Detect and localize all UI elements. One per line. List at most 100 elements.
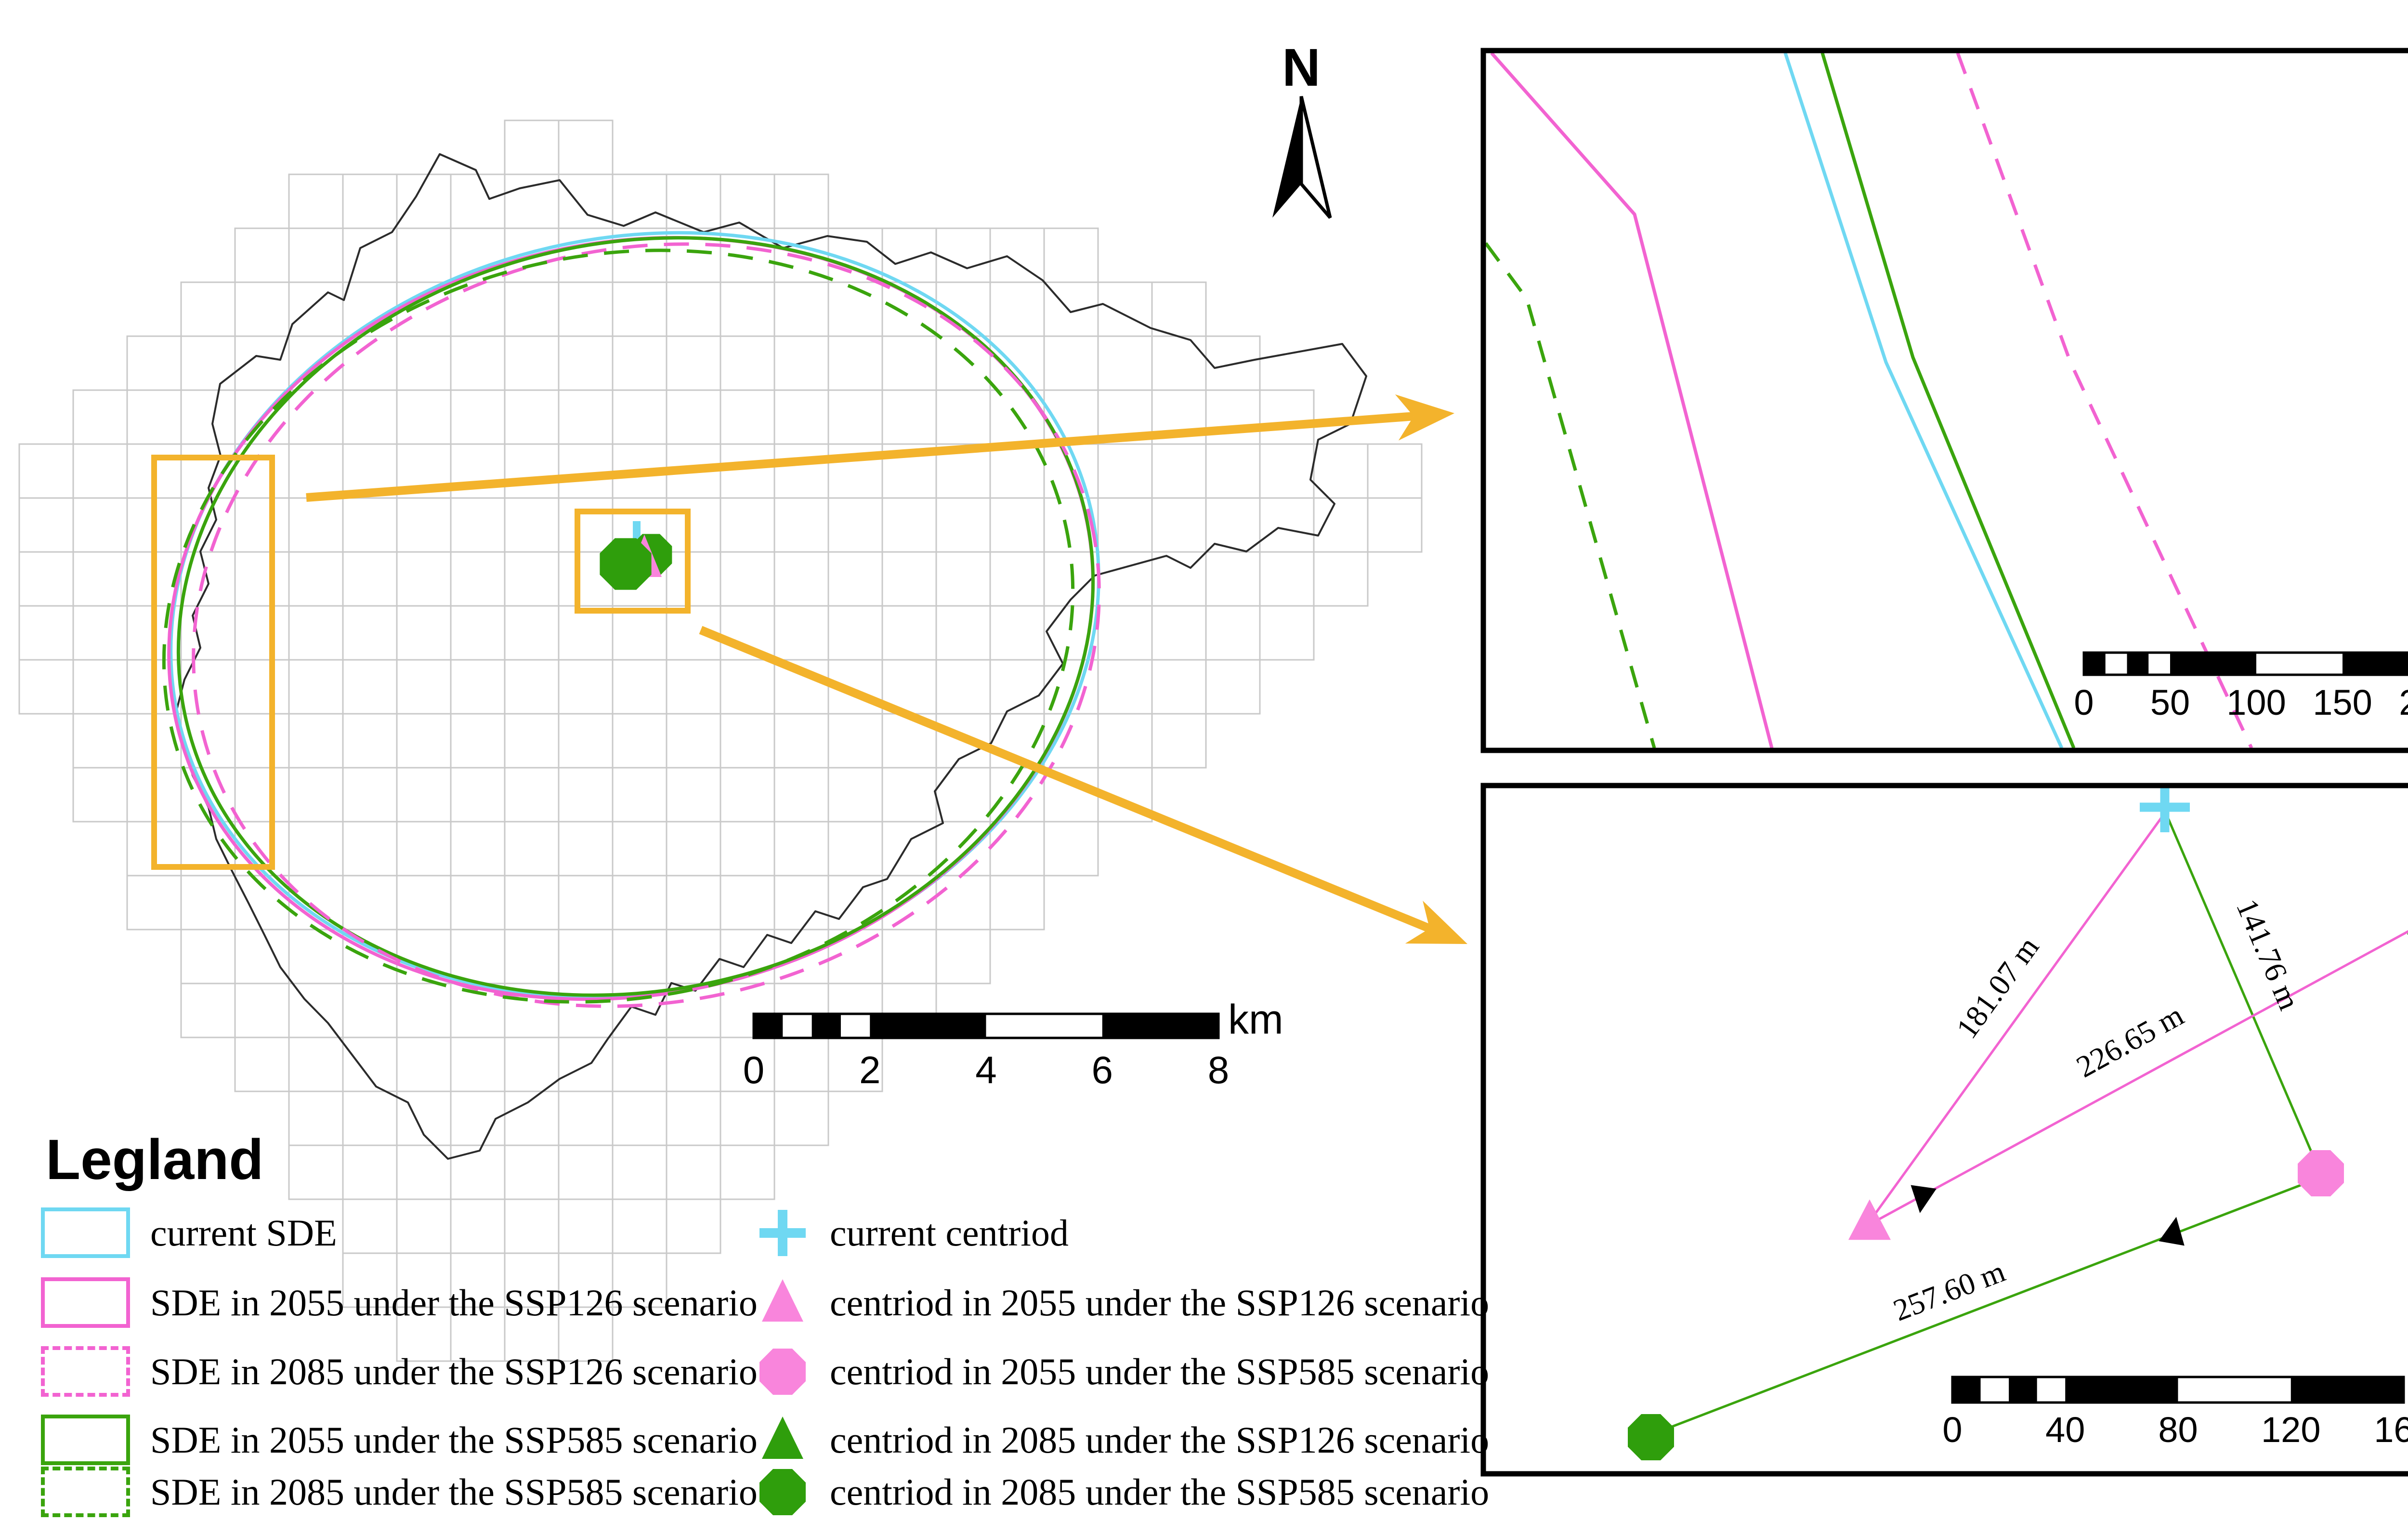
grid-cell [935,821,991,877]
grid-cell [234,767,290,823]
grid-cell [72,605,128,661]
grid-cell [720,335,775,391]
centroid-2055-ssp126-triangle [1848,1199,1891,1240]
grid-cell [396,1036,452,1092]
grid-cell [72,497,128,553]
grid-cell [342,389,398,445]
grid-cell [396,983,452,1038]
grid-cell [720,281,775,337]
grid-cell [504,119,560,175]
grid-cell [450,713,506,769]
legend-swatch-solid [41,1415,130,1465]
grid-cell [1259,497,1315,553]
grid-cell [450,551,506,607]
map-centroid-cluster [600,521,672,590]
grid-cell [558,389,614,445]
grid-cell [180,281,236,337]
current-centroid-plus [2140,786,2190,832]
grid-cell [1097,281,1153,337]
grid-cell [342,227,398,283]
north-arrow: N [1272,38,1332,219]
grid-cell [935,227,991,283]
grid-cell [288,389,344,445]
zoom-leader-arrow-1-head [1395,394,1454,441]
grid-cell [935,659,991,715]
centroid-shift-line-4 [1655,1179,2315,1434]
legend-item-sde-4: SDE in 2085 under the SSP585 scenario [41,1467,758,1517]
grid-cell [180,929,236,984]
grid-cell [1097,551,1153,607]
grid-cell [1043,335,1099,391]
grid-cell [450,389,506,445]
grid-cell [1097,443,1153,499]
grid-cell [558,1144,614,1200]
plus-glyph [759,1210,806,1256]
legend-item-centroid-0: current centriod [754,1204,1069,1262]
grid-cell [72,443,128,499]
sde-current-ellipse [169,231,1100,998]
grid-cell [1097,497,1153,553]
grid-cell [827,389,883,445]
grid-cell [504,335,560,391]
study-area-boundary [175,153,1367,1160]
grid-cell [881,497,937,553]
legend-item-centroid-4: centriod in 2085 under the SSP585 scenar… [754,1463,1489,1521]
grid-cell [1259,605,1315,661]
grid-cell [396,605,452,661]
grid-cell [1259,551,1315,607]
legend-item-sde-3: SDE in 2055 under the SSP585 scenario [41,1415,758,1465]
grid-cell [1043,227,1099,283]
grid-cell [1097,713,1153,769]
grid-cell [288,1090,344,1146]
map-scalebar-segment [1102,1014,1218,1038]
grid-cell [558,335,614,391]
grid-cell [396,767,452,823]
grid-cell [666,497,721,553]
grid-cell [342,1198,398,1254]
grid-cell [342,173,398,229]
grid-cell [720,713,775,769]
centroid-2055-ssp585-octagon [2298,1150,2344,1196]
grid-cell [558,1090,614,1146]
grid-cell [1151,659,1207,715]
grid-cell [558,767,614,823]
centroid-shift-line-2 [2165,813,2320,1170]
grid-cell [612,929,667,984]
legend-item-centroid-1: centriod in 2055 under the SSP126 scenar… [754,1274,1489,1332]
zoom-extent-rect-2 [575,509,691,614]
grid-cell [773,875,829,931]
grid-cell [342,1090,398,1146]
panel-bottom-scalebar-tick-label: 120 [2261,1410,2320,1450]
grid-cell [396,497,452,553]
grid-cell [720,875,775,931]
grid-cell [18,497,74,553]
legend-item-centroid-3: centriod in 2085 under the SSP126 scenar… [754,1411,1489,1469]
grid-cell [288,281,344,337]
grid-cell [612,767,667,823]
legend-swatch-dashed [41,1467,130,1517]
grid-cell [558,443,614,499]
legend-item-label: centriod in 2055 under the SSP126 scenar… [830,1282,1490,1324]
grid-cell [288,497,344,553]
legend-swatch-solid [41,1207,130,1258]
grid-cell [1097,335,1153,391]
grid-cell [666,821,721,877]
grid-cell [450,605,506,661]
panel-bottom-scalebar-tick-label: 160 [2374,1410,2408,1450]
grid-cell [720,443,775,499]
grid-cell [666,875,721,931]
direction-arrow-marker [1911,1185,1937,1213]
grid-cell [288,443,344,499]
sde-current-zoom [1783,52,2064,749]
grid-cell [288,929,344,984]
grid-cell [881,335,937,391]
grid-cell [504,875,560,931]
panel-top-frame [1480,48,2408,753]
grid-cell [1259,443,1315,499]
grid-cell [1205,335,1261,391]
north-arrow-left-half [1272,96,1301,218]
grid-cell [666,767,721,823]
map-scalebar-tick-label: 6 [1092,1049,1113,1091]
grid-cell [342,605,398,661]
grid-cell [72,551,128,607]
